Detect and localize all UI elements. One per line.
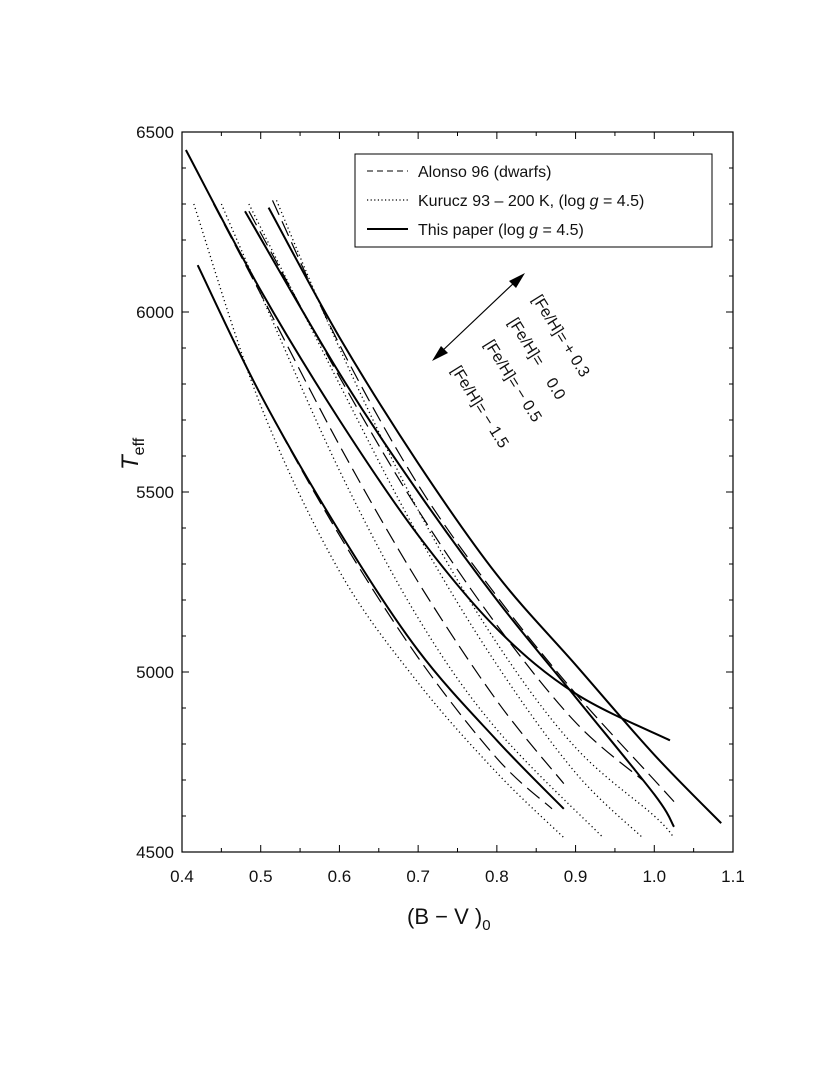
x-axis-title-subscript: 0 [482,917,490,934]
legend-entry-this-paper: This paper (log g = 4.5) [418,222,584,239]
series-line-solid-3 [196,264,565,810]
series-line-solid-0 [267,207,722,824]
y-tick-label: 4500 [136,843,174,862]
series-line-dashed-6 [212,203,565,784]
x-tick-label: 0.6 [328,867,352,886]
y-tick-label: 6500 [136,123,174,142]
metallicity-arrowhead-down [432,346,448,361]
x-tick-label: 1.1 [721,867,745,886]
series-line-dashed-5 [248,210,643,781]
x-tick-label: 0.8 [485,867,509,886]
metallicity-annotation: [Fe/H]= + 0.3 [Fe/H]= 0.0 [Fe/H]= − 0.5 … [432,273,593,451]
ticks-layer [181,131,734,853]
y-tick-label: 6000 [136,303,174,322]
x-tick-label: 0.5 [249,867,273,886]
series-line-dashed-7 [197,264,553,810]
y-tick-label: 5500 [136,483,174,502]
metallicity-arrow [439,279,518,354]
y-tick-label: 5000 [136,663,174,682]
legend-entry-kurucz: Kurucz 93 – 200 K, (log g = 4.5) [418,193,644,210]
x-tick-label: 1.0 [642,867,666,886]
series-line-dashed-4 [271,200,675,803]
series-line-solid-1 [244,210,675,828]
y-axis-title-subscript: eff [131,437,148,455]
x-tick-label: 0.9 [564,867,588,886]
legend-box [354,153,713,248]
x-tick-label: 0.4 [170,867,194,886]
x-axis-title: (B − V )0 [407,904,491,934]
x-tick-label: 0.7 [406,867,430,886]
tick-labels-layer: 0.4 0.5 0.6 0.7 0.8 0.9 1.0 1.1 4500 5000 5500 6000… [136,123,745,886]
series-line-dotted-11 [193,203,565,839]
curves-layer [185,149,722,839]
legend: Alonso 96 (dwarfs) Kurucz 93 – 200 K, (l… [354,153,713,248]
series-line-dotted-8 [275,200,675,839]
y-axis-title: Teff [117,437,148,470]
series-line-dotted-9 [248,203,643,839]
legend-entry-alonso: Alonso 96 (dwarfs) [418,164,551,181]
metallicity-arrowhead-up [509,273,525,288]
